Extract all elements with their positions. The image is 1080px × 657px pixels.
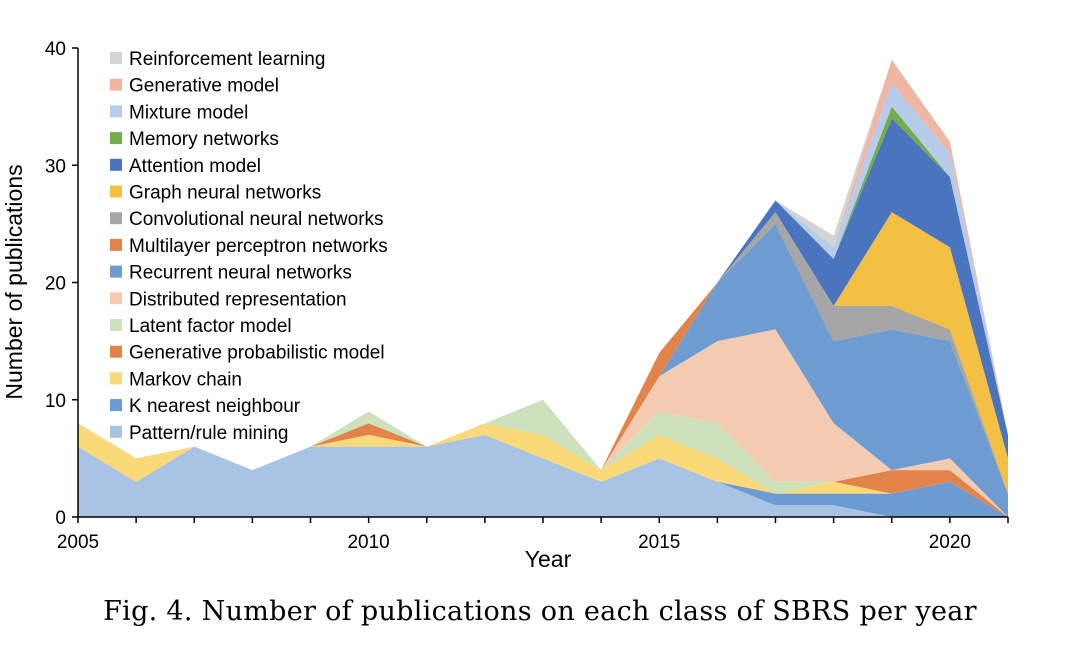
legend-label: Memory networks	[129, 129, 279, 150]
legend-swatch	[110, 212, 122, 225]
x-axis-title: Year	[525, 546, 572, 572]
x-tick-label: 2020	[929, 532, 971, 553]
legend-label: Generative probabilistic model	[129, 343, 385, 364]
legend-swatch	[110, 425, 122, 438]
legend-label: Convolutional neural networks	[129, 209, 384, 230]
y-tick-label: 30	[45, 156, 66, 177]
area-attention-model	[78, 118, 1008, 471]
legend-label: Mixture model	[129, 102, 248, 123]
area-latent-factor-model	[78, 399, 1008, 517]
legend-label: K nearest neighbour	[129, 396, 301, 417]
legend-label: Attention model	[129, 156, 261, 177]
area-graph-neural-networks	[78, 212, 1008, 494]
legend-label: Distributed representation	[129, 289, 347, 310]
area-series-layer	[78, 59, 1008, 517]
x-tick-label: 2015	[638, 532, 680, 553]
legend-swatch	[110, 372, 122, 385]
legend-label: Multilayer perceptron networks	[129, 236, 388, 257]
legend-label: Generative model	[129, 76, 279, 97]
x-tick-label: 2005	[57, 532, 99, 553]
area-mixture-model	[78, 83, 1008, 471]
legend-label: Reinforcement learning	[129, 49, 325, 70]
legend-swatch	[110, 105, 122, 118]
y-axis-title: Number of publications	[1, 164, 27, 399]
legend-label: Latent factor model	[129, 316, 292, 337]
area-recurrent-neural-networks	[78, 223, 1008, 517]
legend-swatch	[110, 132, 122, 145]
y-tick-label: 0	[55, 508, 66, 529]
y-axis-ticks: 0 10 20 30 40	[45, 39, 78, 529]
figure-caption: Fig. 4. Number of publications on each c…	[103, 596, 977, 627]
legend-label: Graph neural networks	[129, 183, 321, 204]
area-generative-model	[78, 59, 1008, 471]
legend-swatch	[110, 158, 122, 171]
legend-label: Markov chain	[129, 369, 242, 390]
area-k-nearest-neighbour	[78, 434, 1008, 517]
legend-swatch	[110, 78, 122, 91]
legend: Reinforcement learning Generative model Mi…	[110, 49, 388, 444]
y-tick-label: 40	[45, 39, 66, 60]
legend-swatch	[110, 265, 122, 278]
legend-swatch	[110, 185, 122, 198]
legend-label: Pattern/rule mining	[129, 423, 288, 444]
legend-swatch	[110, 238, 122, 251]
legend-swatch	[110, 345, 122, 358]
y-tick-label: 20	[45, 274, 66, 295]
legend-swatch	[110, 52, 122, 64]
legend-swatch	[110, 292, 122, 305]
legend-label: Recurrent neural networks	[129, 263, 352, 284]
area-pattern-rule-mining	[78, 434, 1008, 517]
y-tick-label: 10	[45, 391, 66, 412]
x-tick-label: 2010	[347, 532, 389, 553]
stacked-area-chart: 0 10 20 30 40 2005 2010 2015 2020 Year Number o…	[1, 39, 1009, 572]
legend-swatch	[110, 399, 122, 412]
area-distributed-representation	[78, 329, 1008, 517]
x-axis-ticks: 2005 2010 2015 2020	[57, 517, 1009, 553]
legend-swatch	[110, 319, 122, 331]
area-markov-chain	[78, 423, 1008, 517]
